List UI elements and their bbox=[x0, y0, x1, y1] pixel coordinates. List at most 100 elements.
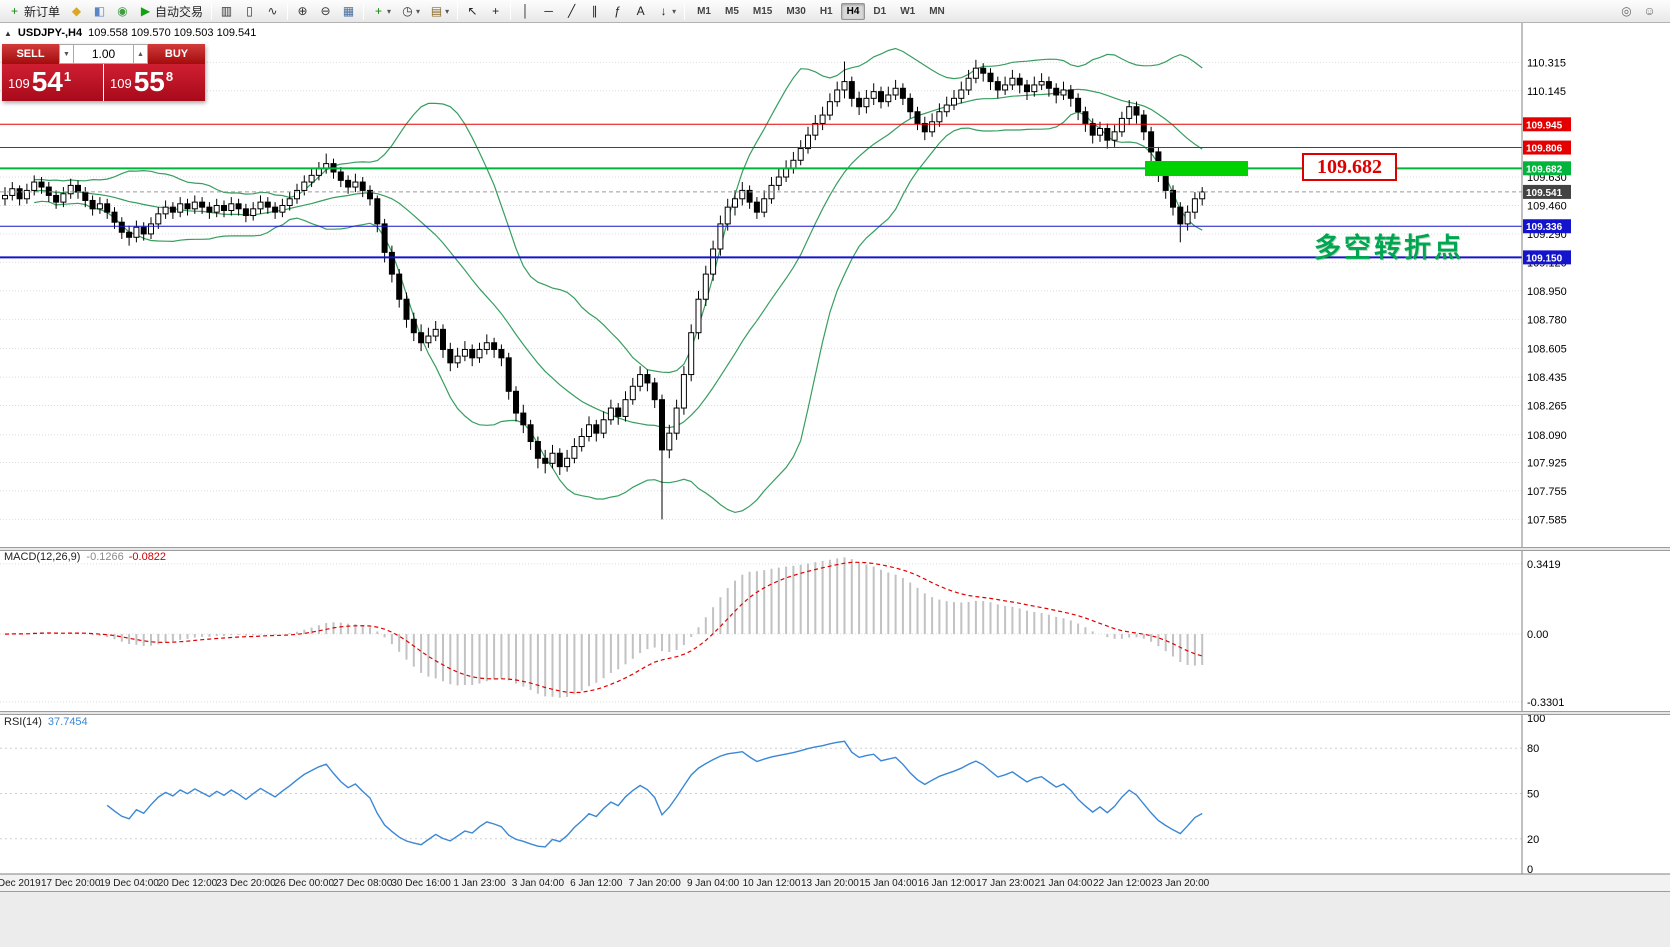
timeframe-m5[interactable]: M5 bbox=[725, 5, 739, 17]
candlestick-chart-button[interactable]: ▯ bbox=[239, 1, 260, 21]
svg-text:80: 80 bbox=[1527, 743, 1539, 755]
chat-button[interactable]: ☺ bbox=[1639, 1, 1660, 21]
svg-text:23 Dec 20:00: 23 Dec 20:00 bbox=[216, 878, 276, 889]
zoom-out-button[interactable]: ⊖ bbox=[315, 1, 336, 21]
main-chart-panel[interactable] bbox=[0, 23, 1670, 874]
bottom-strip bbox=[0, 891, 1670, 947]
svg-text:110.315: 110.315 bbox=[1527, 57, 1566, 69]
one-click-panel-toggle-icon[interactable]: ▲ bbox=[4, 28, 12, 38]
svg-text:30 Dec 16:00: 30 Dec 16:00 bbox=[391, 878, 451, 889]
macd-label: MACD(12,26,9) -0.1266 -0.0822 bbox=[4, 551, 166, 563]
zoom-out-icon: ⊖ bbox=[320, 4, 331, 18]
macd-name: MACD(12,26,9) bbox=[4, 551, 81, 563]
timeframe-group: M1 M5 M15 M30 H1 H4 D1 W1 MN bbox=[690, 2, 952, 20]
chevron-down-icon[interactable]: ▾ bbox=[445, 6, 450, 16]
svg-text:108.950: 108.950 bbox=[1527, 286, 1567, 298]
sell-button[interactable]: SELL bbox=[2, 44, 59, 64]
buy-button[interactable]: BUY bbox=[148, 44, 205, 64]
timeframe-w1[interactable]: W1 bbox=[900, 5, 916, 17]
new-order-icon: + bbox=[10, 4, 18, 18]
svg-text:16 Jan 12:00: 16 Jan 12:00 bbox=[918, 878, 976, 889]
fibonacci-icon: ƒ bbox=[614, 4, 621, 18]
svg-text:110.145: 110.145 bbox=[1527, 86, 1566, 98]
bar-chart-icon: ▥ bbox=[220, 4, 233, 18]
crosshair-button[interactable]: + bbox=[485, 1, 506, 21]
timeframe-h1[interactable]: H1 bbox=[819, 5, 833, 17]
cursor-button[interactable]: ↖ bbox=[462, 1, 483, 21]
community-icon: ◉ bbox=[117, 4, 128, 18]
line-chart-button[interactable]: ∿ bbox=[262, 1, 283, 21]
svg-text:0.00: 0.00 bbox=[1527, 629, 1548, 641]
chevron-down-icon[interactable]: ▾ bbox=[387, 6, 392, 16]
timeframe-h4[interactable]: H4 bbox=[840, 2, 866, 20]
fibonacci-button[interactable]: ƒ bbox=[607, 1, 628, 21]
zoom-in-button[interactable]: ⊕ bbox=[292, 1, 313, 21]
svg-text:6 Jan 12:00: 6 Jan 12:00 bbox=[570, 878, 623, 889]
chevron-down-icon[interactable]: ▾ bbox=[416, 6, 421, 16]
volume-decrease-button[interactable]: ▼ bbox=[59, 44, 74, 64]
chart-profile-button[interactable]: ◧ bbox=[89, 1, 110, 21]
timeframe-m1[interactable]: M1 bbox=[697, 5, 711, 17]
search-icon: ◎ bbox=[1621, 4, 1632, 18]
toolbar-separator bbox=[457, 2, 459, 20]
vertical-line-button[interactable]: │ bbox=[515, 1, 536, 21]
indicators-button[interactable]: + ▾ bbox=[368, 1, 395, 21]
timeframe-m15[interactable]: M15 bbox=[752, 5, 773, 17]
bar-chart-button[interactable]: ▥ bbox=[216, 1, 237, 21]
trendline-button[interactable]: ╱ bbox=[561, 1, 582, 21]
timeframe-m30[interactable]: M30 bbox=[786, 5, 806, 17]
buy-price-prefix: 109 bbox=[110, 76, 132, 91]
text-button[interactable]: A bbox=[630, 1, 651, 21]
highlight-zone[interactable] bbox=[1145, 161, 1248, 177]
svg-text:22 Jan 12:00: 22 Jan 12:00 bbox=[1093, 878, 1151, 889]
metaeditor-icon: ◆ bbox=[71, 4, 82, 18]
buy-price[interactable]: 109 55 8 bbox=[104, 64, 205, 101]
macd-panel[interactable] bbox=[0, 557, 1522, 703]
toolbar-separator bbox=[684, 2, 686, 20]
channel-button[interactable]: ∥ bbox=[584, 1, 605, 21]
rsi-name: RSI(14) bbox=[4, 716, 42, 728]
chevron-down-icon[interactable]: ▾ bbox=[672, 6, 677, 16]
trendline-icon: ╱ bbox=[567, 4, 576, 18]
autotrading-button-label: 自动交易 bbox=[155, 4, 204, 19]
tile-windows-button[interactable]: ▦ bbox=[338, 1, 359, 21]
horizontal-line-button[interactable]: ─ bbox=[538, 1, 559, 21]
svg-text:108.605: 108.605 bbox=[1527, 344, 1567, 356]
channel-icon: ∥ bbox=[591, 4, 598, 18]
community-button[interactable]: ◉ bbox=[112, 1, 133, 21]
svg-text:23 Jan 20:00: 23 Jan 20:00 bbox=[1151, 878, 1209, 889]
toolbar: + 新订单 ◆ ◧ ◉ ▶ 自动交易 ▥ ▯ ∿ ⊕ ⊖ ▦ + ▾ ◷ ▾ ▤ ▾ ↖ + │ ─ ╱ ∥ ƒ A ↓ ▾ M1 M5 M1… bbox=[0, 0, 1670, 23]
timeframe-d1[interactable]: D1 bbox=[873, 5, 887, 17]
metaeditor-button[interactable]: ◆ bbox=[66, 1, 87, 21]
svg-text:-0.3301: -0.3301 bbox=[1527, 697, 1564, 709]
svg-text:109.945: 109.945 bbox=[1526, 120, 1563, 131]
search-button[interactable]: ◎ bbox=[1616, 1, 1637, 21]
svg-text:27 Dec 08:00: 27 Dec 08:00 bbox=[333, 878, 393, 889]
new-order-button[interactable]: + 新订单 bbox=[4, 1, 64, 21]
text-icon: A bbox=[636, 4, 645, 18]
price-axis[interactable]: 110.315110.145109.630109.460109.290109.1… bbox=[1521, 23, 1571, 876]
svg-text:108.435: 108.435 bbox=[1527, 372, 1567, 384]
price-level-label: 109.682 bbox=[1302, 153, 1397, 181]
svg-text:107.755: 107.755 bbox=[1527, 486, 1567, 498]
rsi-panel-divider[interactable] bbox=[0, 711, 1670, 715]
template-icon: ▤ bbox=[430, 4, 443, 18]
volume-input[interactable]: 1.00 bbox=[74, 44, 133, 64]
macd-panel-divider[interactable] bbox=[0, 547, 1670, 551]
svg-text:21 Jan 04:00: 21 Jan 04:00 bbox=[1035, 878, 1093, 889]
volume-increase-button[interactable]: ▲ bbox=[133, 44, 148, 64]
rsi-panel[interactable] bbox=[0, 740, 1522, 848]
arrows-button[interactable]: ↓ ▾ bbox=[653, 1, 680, 21]
sell-price[interactable]: 109 54 1 bbox=[2, 64, 103, 101]
periods-button[interactable]: ◷ ▾ bbox=[397, 1, 424, 21]
svg-text:109.541: 109.541 bbox=[1526, 188, 1563, 199]
autotrading-button[interactable]: ▶ 自动交易 bbox=[135, 1, 207, 21]
clock-icon: ◷ bbox=[402, 4, 413, 18]
rsi-label: RSI(14) 37.7454 bbox=[4, 716, 88, 728]
timeframe-mn[interactable]: MN bbox=[929, 5, 945, 17]
templates-button[interactable]: ▤ ▾ bbox=[426, 1, 453, 21]
svg-text:9 Jan 04:00: 9 Jan 04:00 bbox=[687, 878, 740, 889]
svg-text:109.806: 109.806 bbox=[1526, 144, 1563, 155]
